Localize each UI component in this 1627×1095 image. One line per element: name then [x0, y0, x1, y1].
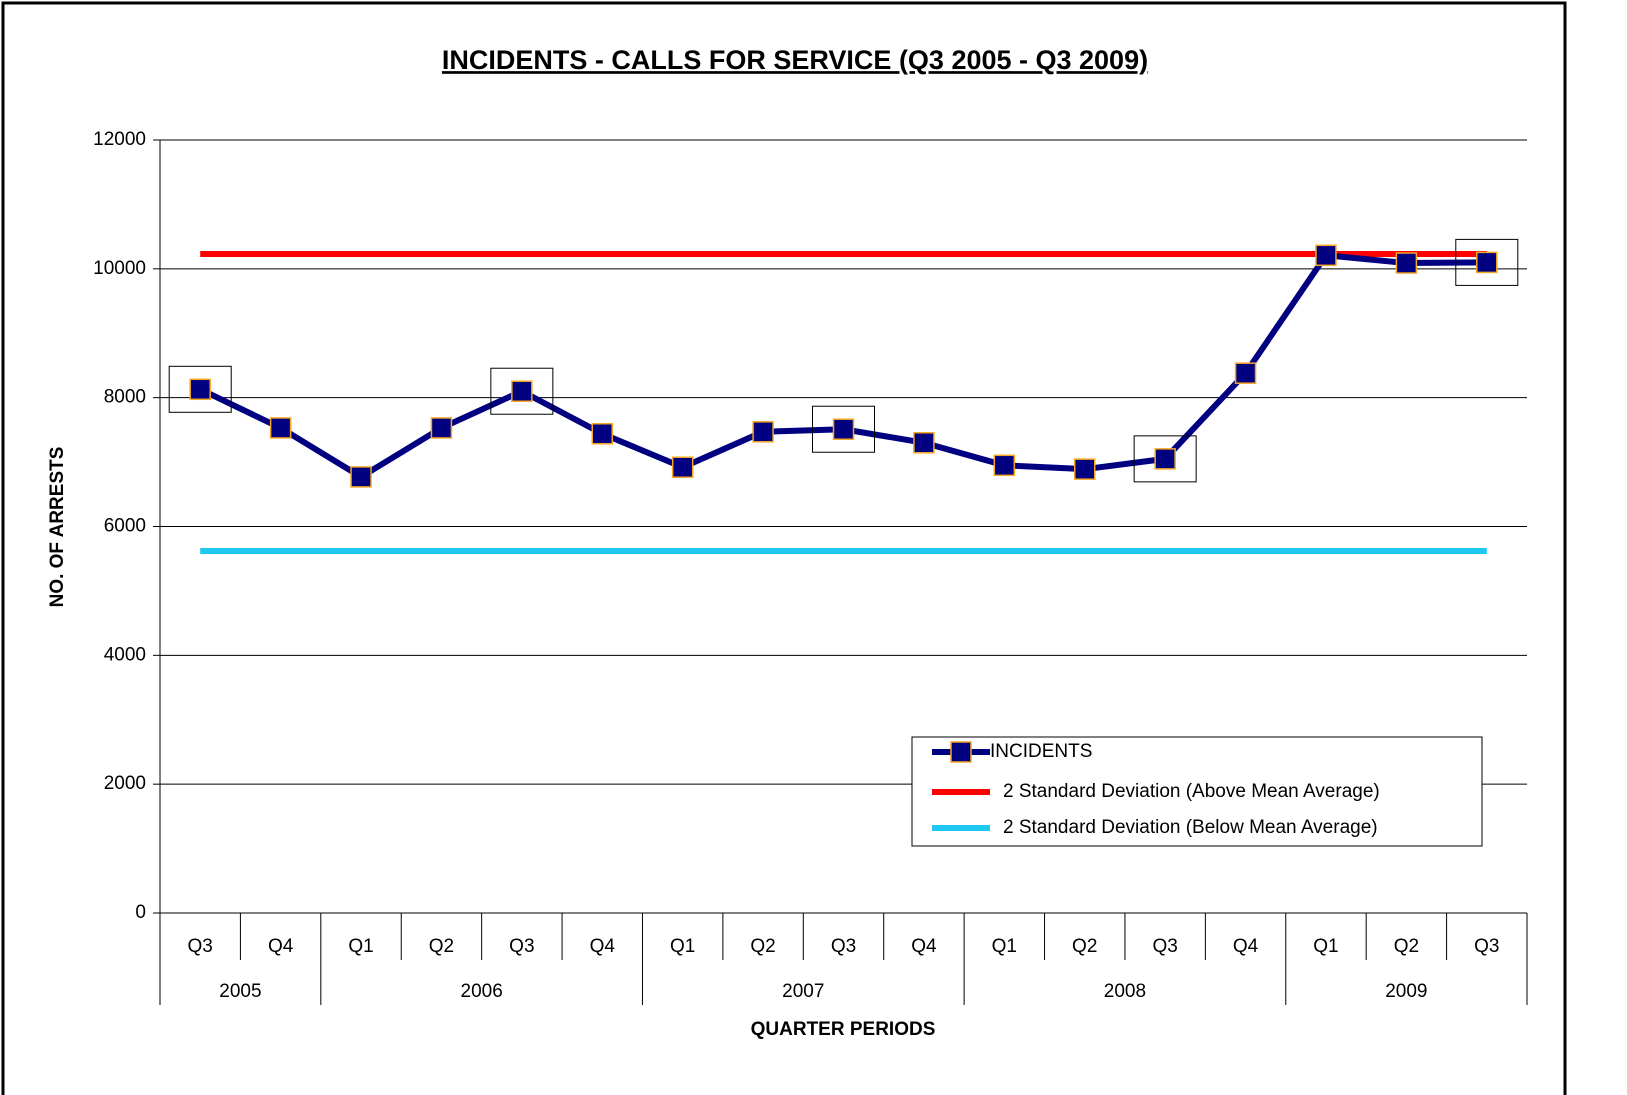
chart-frame: [1, 1, 1567, 1095]
data-point: [1073, 458, 1096, 480]
data-point: [671, 456, 694, 478]
data-point: [189, 378, 211, 401]
legend-marker: [950, 741, 972, 763]
data-point: [1395, 252, 1418, 274]
x-tick-label: Q4: [590, 936, 616, 957]
y-tick-label: 2000: [104, 773, 146, 794]
data-point: [1315, 244, 1337, 267]
x-tick-label: Q1: [670, 936, 695, 957]
highlight-box: [1133, 435, 1197, 483]
x-tick-label: Q2: [429, 936, 454, 957]
y-tick-label: 4000: [104, 644, 146, 665]
y-tick-label: 8000: [104, 387, 146, 408]
x-tick-label: Q3: [1152, 936, 1177, 957]
x-tick-label: Q3: [509, 936, 534, 957]
highlight-box: [168, 365, 232, 413]
legend-label: 2 Standard Deviation (Below Mean Average…: [1003, 817, 1378, 838]
x-tick-label: Q3: [188, 936, 213, 957]
series-line: [198, 252, 1487, 480]
chart-title: INCIDENTS - CALLS FOR SERVICE (Q3 2005 -…: [442, 45, 1148, 75]
x-tick-label: Q4: [911, 936, 937, 957]
group-label: 2006: [461, 981, 503, 1002]
legend: [911, 736, 1483, 847]
data-point: [1234, 362, 1257, 384]
data-point: [1476, 251, 1498, 274]
data-point: [269, 417, 292, 439]
data-point: [511, 380, 533, 402]
x-tick-label: Q4: [1233, 936, 1259, 957]
y-tick-label: 10000: [93, 258, 146, 279]
x-tick-label: Q4: [268, 936, 294, 957]
group-label: 2008: [1104, 981, 1146, 1002]
data-point: [1154, 448, 1176, 470]
x-tick-label: Q2: [750, 936, 775, 957]
data-point: [752, 421, 774, 443]
data-point: [430, 417, 453, 439]
legend-label: INCIDENTS: [990, 741, 1092, 762]
y-tick-label: 12000: [93, 129, 146, 150]
x-tick-label: Q3: [831, 936, 856, 957]
data-point: [350, 466, 372, 488]
group-label: 2009: [1385, 981, 1427, 1002]
y-axis-title: NO. OF ARRESTS: [47, 447, 68, 608]
highlight-box: [812, 405, 875, 453]
group-label: 2007: [782, 981, 824, 1002]
x-tick-label: Q1: [992, 936, 1017, 957]
data-point: [993, 454, 1016, 477]
legend-label: 2 Standard Deviation (Above Mean Average…: [1003, 781, 1380, 802]
x-tick-label: Q3: [1474, 936, 1499, 957]
x-tick-label: Q1: [1313, 936, 1338, 957]
data-point: [832, 418, 855, 440]
group-label: 2005: [219, 981, 261, 1002]
y-tick-label: 6000: [104, 516, 146, 537]
data-point: [913, 432, 935, 454]
y-tick-label: 0: [135, 902, 146, 923]
x-tick-label: Q1: [348, 936, 373, 957]
x-tick-label: Q2: [1072, 936, 1097, 957]
highlight-box: [1455, 238, 1519, 286]
x-tick-label: Q2: [1394, 936, 1419, 957]
x-axis-title: QUARTER PERIODS: [751, 1019, 936, 1040]
data-point: [591, 422, 614, 445]
highlight-box: [490, 367, 554, 415]
